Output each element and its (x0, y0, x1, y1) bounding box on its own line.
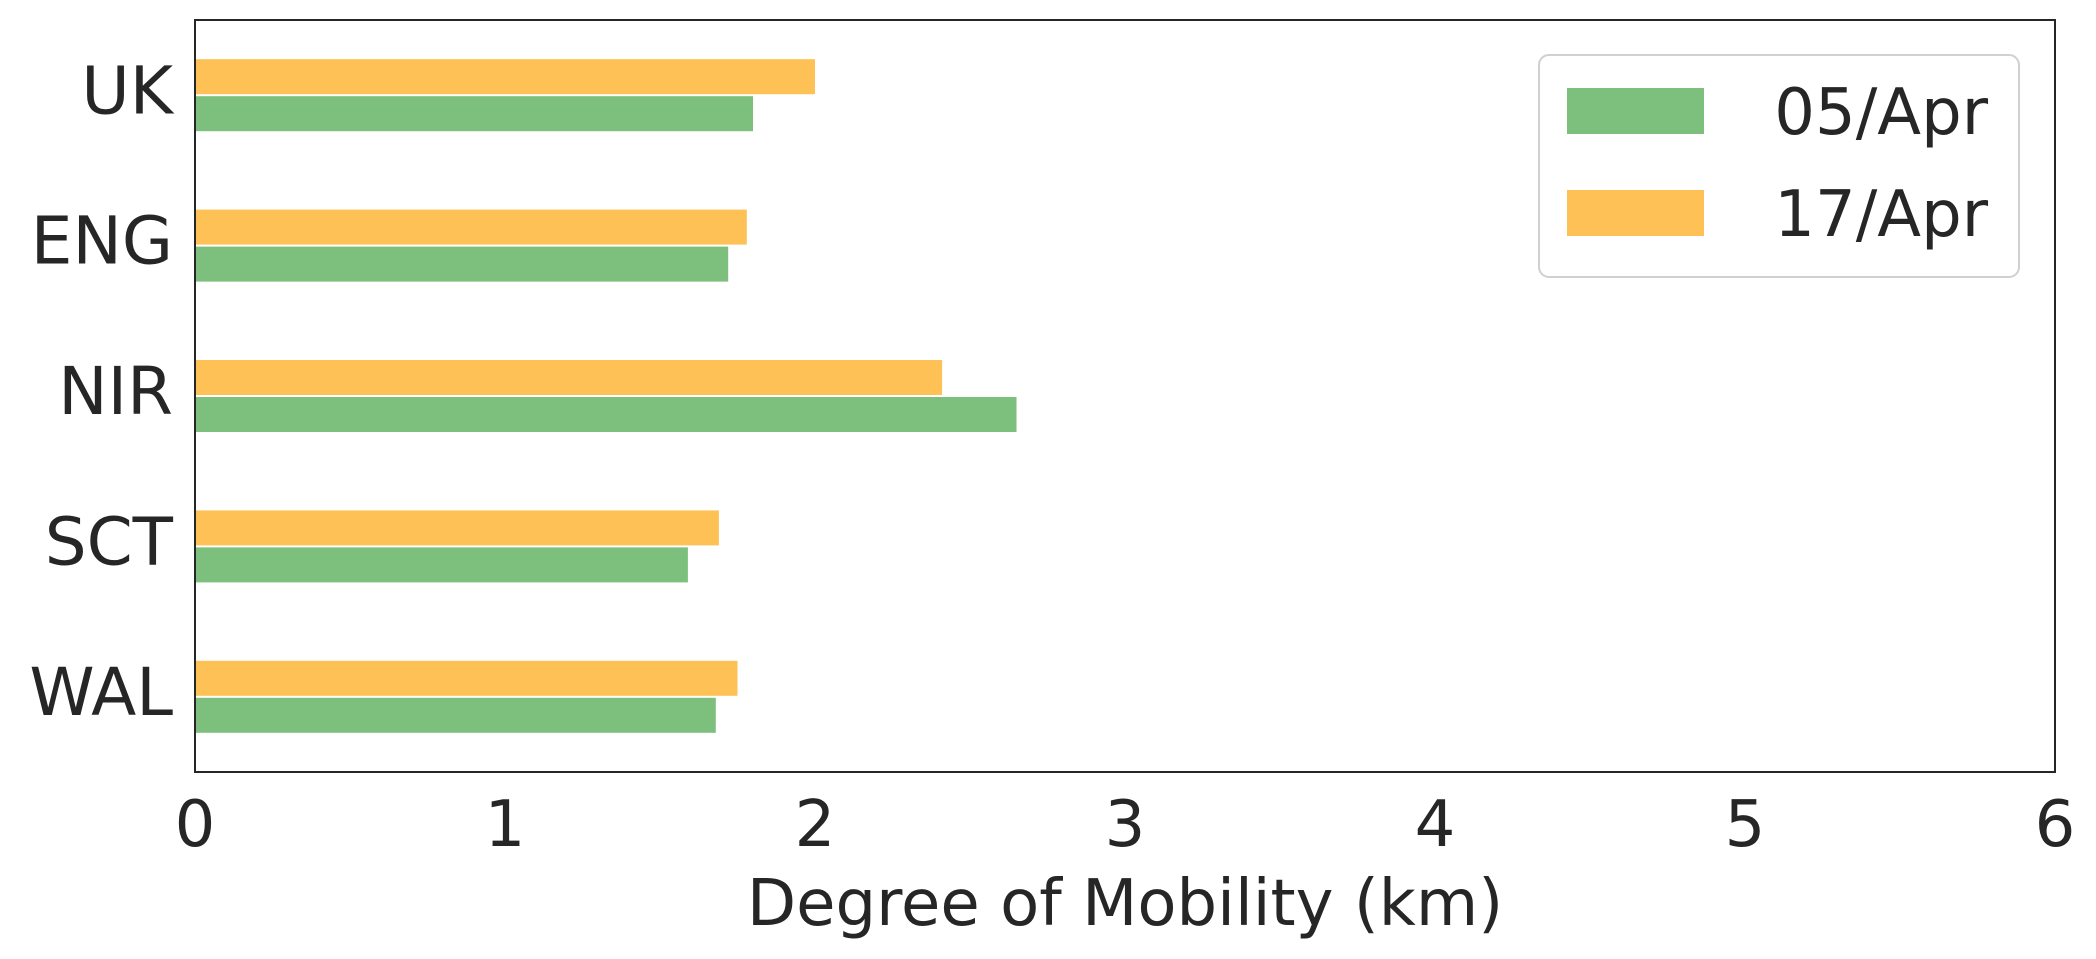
bar-wal-05-apr (195, 697, 716, 733)
y-tick-label-nir: NIR (58, 353, 173, 430)
plot-frame (194, 19, 2056, 773)
legend-swatch-05-apr (1567, 88, 1704, 134)
x-axis-title: Degree of Mobility (km) (747, 867, 1503, 941)
y-tick-label-eng: ENG (31, 203, 173, 280)
legend-swatch-17-apr (1567, 190, 1704, 236)
x-tick-label-0: 0 (175, 788, 216, 862)
bar-sct-05-apr (195, 547, 688, 583)
bar-nir-05-apr (195, 397, 1017, 432)
x-tick-label-3: 3 (1105, 788, 1146, 862)
y-tick-label-uk: UK (81, 52, 174, 129)
bar-eng-05-apr (195, 246, 729, 282)
bar-sct-17-apr (195, 510, 719, 546)
legend-label-17-apr: 17/Apr (1774, 178, 1988, 252)
x-tick-labels: 0 1 2 3 4 5 6 (175, 788, 2076, 862)
bar-uk-05-apr (195, 96, 753, 132)
bar-eng-17-apr (195, 209, 747, 245)
x-tick-label-2: 2 (795, 788, 836, 862)
x-tick-label-4: 4 (1415, 788, 1456, 862)
bar-wal-17-apr (195, 660, 738, 696)
y-tick-label-sct: SCT (45, 503, 174, 580)
y-tick-label-wal: WAL (29, 654, 173, 731)
bar-nir-17-apr (195, 360, 943, 395)
x-tick-label-5: 5 (1725, 788, 1766, 862)
legend: 05/Apr 17/Apr (1538, 54, 2020, 278)
x-tick-label-6: 6 (2035, 788, 2076, 862)
x-tick-label-1: 1 (485, 788, 526, 862)
bar-uk-17-apr (195, 59, 815, 95)
legend-label-05-apr: 05/Apr (1774, 76, 1988, 150)
bars-layer (195, 59, 1017, 733)
y-tick-labels: UK ENG NIR SCT WAL (29, 52, 174, 731)
